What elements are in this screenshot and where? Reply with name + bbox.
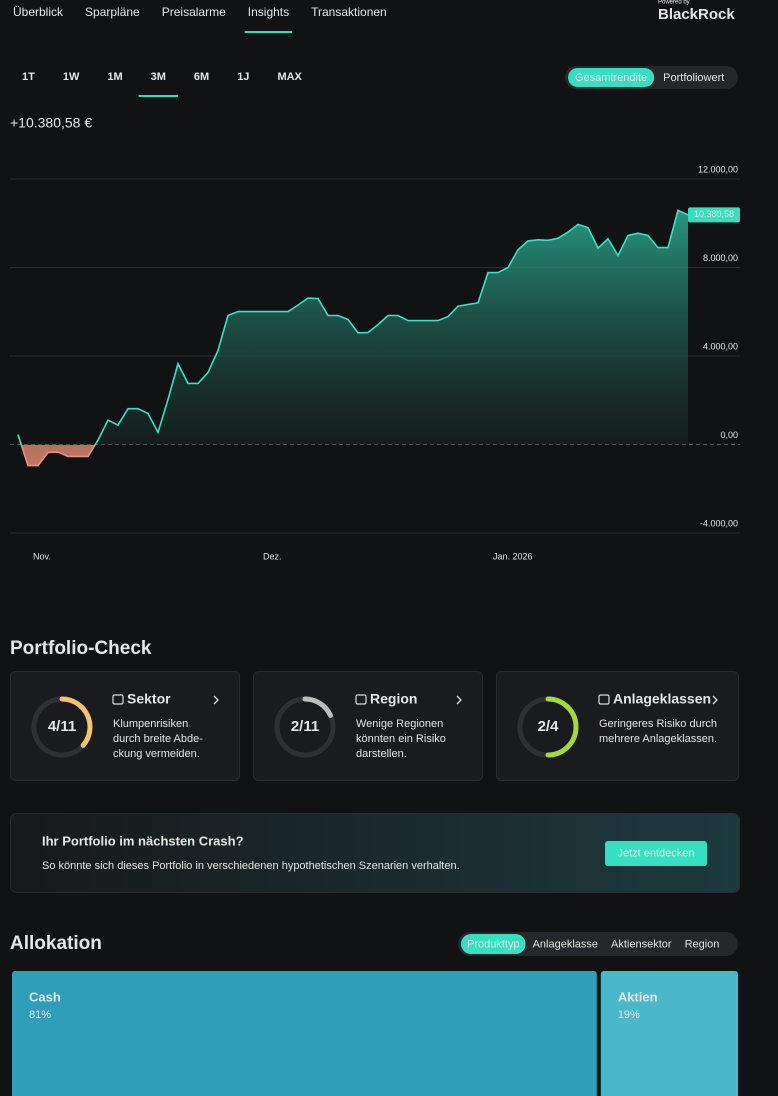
chevron [213,695,219,705]
card-icon [598,694,610,705]
crash-text: So könnte sich dieses Portfolio in versc… [42,860,460,872]
card-text: durch breite Abde- [113,733,203,745]
alloc-tab[interactable]: Produkttyp [467,938,520,950]
card-text: Wenige Regionen [356,718,443,730]
nav-tab[interactable]: Insights [248,5,289,19]
line [17,209,689,445]
area-negative [21,445,95,466]
total-return: +10.380,58 € [10,115,92,131]
card-text: darstellen. [356,748,407,760]
alloc-tab[interactable]: Region [685,938,720,950]
range-option[interactable]: 1J [237,71,249,83]
tab-active [461,934,526,954]
treemap-tile[interactable] [600,971,738,1096]
card-title: Region [370,691,417,707]
range-option[interactable]: 1T [22,71,35,83]
tile-percent: 81% [29,1009,51,1021]
toggle-active [568,68,655,87]
card-icon [112,694,124,705]
end-label-bg [688,207,740,223]
tile-name: Aktien [618,989,658,1004]
toggle-option[interactable]: Gesamtrendite [575,72,647,84]
card-text: Geringeres Risiko durch [599,718,717,730]
card-text: mehrere Anlageklassen. [599,733,717,745]
x-tick-label: Nov. [33,551,51,561]
range-option[interactable]: 6M [194,71,209,83]
range-option[interactable]: 1W [63,71,80,83]
crash-banner [10,813,740,893]
tile-percent: 19% [618,1009,640,1021]
y-tick-label: -4.000,00 [700,518,738,528]
crash-title: Ihr Portfolio im nächsten Crash? [42,833,244,848]
end-label: 10.380,58 [694,209,734,219]
toggle-option[interactable]: Portfoliowert [663,72,724,84]
card-text: könnten ein Risiko [356,733,446,745]
range-option[interactable]: MAX [277,71,302,83]
brand-name: BlackRock [658,6,735,23]
nav-tab[interactable]: Transaktionen [311,5,387,19]
ring-label: 4/11 [48,718,76,735]
card-text: Klumpenrisiken [113,718,188,730]
ring-progress [302,696,333,718]
ring-label: 2/4 [538,718,560,735]
x-tick-label: Dez. [263,551,282,561]
range-option[interactable]: 3M [151,71,166,83]
card-title: Anlageklassen [613,691,711,707]
card-text: ckung vermeiden. [113,748,200,760]
range-option[interactable]: 1M [107,71,122,83]
treemap-tile[interactable] [12,971,597,1096]
section-title: Allokation [10,933,102,954]
y-tick-label: 0,00 [720,430,738,440]
alloc-tab[interactable]: Anlageklasse [533,938,598,950]
nav-tab[interactable]: Überblick [13,5,64,19]
ring-progress [59,696,93,748]
x-tick-label: Jan. 2026 [493,551,533,561]
y-tick-label: 12.000,00 [698,164,738,174]
y-tick-label: 8.000,00 [703,253,738,263]
crash-button[interactable] [605,841,707,866]
area-positive [18,210,688,445]
card-title: Sektor [127,691,171,707]
crash-button-label[interactable]: Jetzt entdecken [617,847,694,859]
range-underline [138,95,178,97]
nav-tab[interactable]: Sparpläne [85,5,140,19]
section-title: Portfolio-Check [10,638,152,659]
tile-name: Cash [29,989,61,1004]
tabs-bg [458,932,738,956]
ring-label: 2/11 [291,718,319,735]
nav-underline [244,31,293,33]
ring-progress [545,696,579,758]
card-icon [355,694,367,705]
alloc-tab[interactable]: Aktiensektor [611,938,672,950]
y-tick-label: 4.000,00 [703,341,738,351]
nav-tab[interactable]: Preisalarme [162,5,226,19]
brand-powered: Powered by [658,0,690,6]
chevron [456,695,462,705]
chevron [712,695,718,705]
